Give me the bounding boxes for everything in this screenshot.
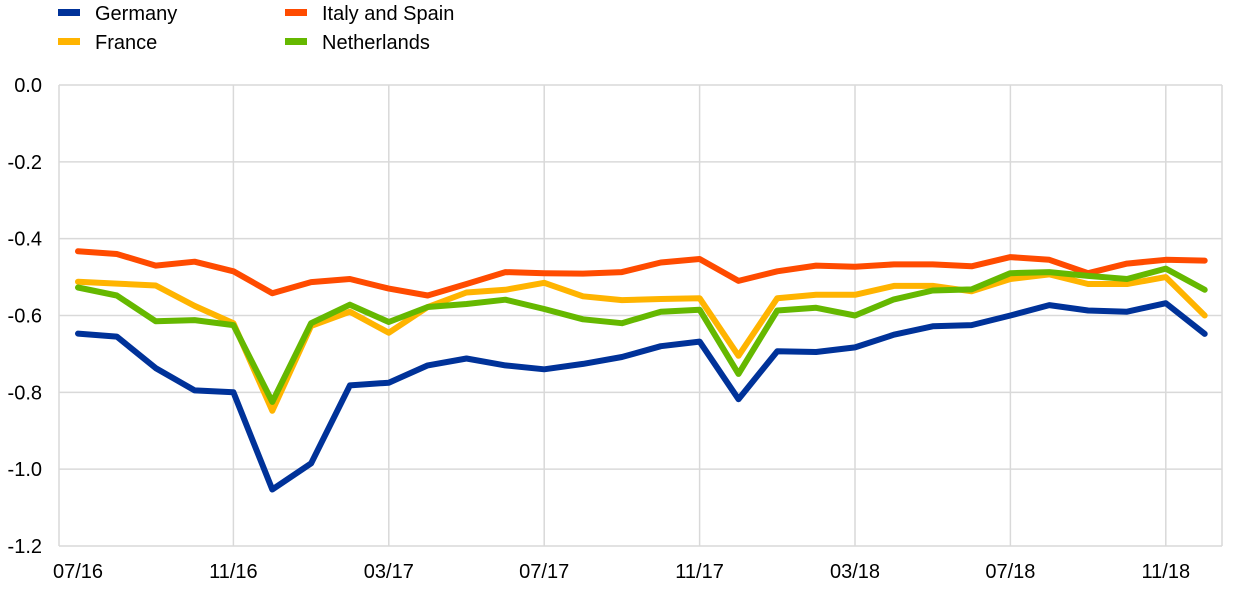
legend-swatch — [285, 38, 307, 45]
legend-label: Netherlands — [322, 32, 430, 54]
y-tick-label: -0.2 — [8, 152, 42, 174]
legend: Germany France Italy and Spain Netherlands — [58, 3, 454, 54]
x-tick-label: 07/17 — [519, 561, 569, 583]
series-lines — [75, 248, 1208, 493]
y-tick-label: 0.0 — [14, 75, 42, 97]
y-tick-label: -0.6 — [8, 306, 42, 328]
x-tick-label: 11/16 — [209, 561, 258, 583]
legend-swatch — [285, 9, 307, 16]
x-tick-label: 11/17 — [675, 561, 724, 583]
series-line-netherlands — [75, 265, 1208, 405]
y-tick-label: -1.2 — [8, 536, 42, 558]
legend-label: France — [95, 32, 157, 54]
x-tick-label: 07/18 — [985, 561, 1035, 583]
axes: 0.0 -0.2 -0.4 -0.6 -0.8 -1.0 -1.2 07/16 11/16 03/… — [8, 75, 1191, 583]
legend-swatch — [58, 38, 80, 45]
series-line-france — [75, 271, 1208, 414]
legend-swatch — [58, 9, 80, 16]
y-tick-label: -0.8 — [8, 382, 42, 404]
x-tick-label: 03/17 — [364, 561, 414, 583]
x-tick-label: 07/16 — [53, 561, 103, 583]
x-tick-label: 03/18 — [830, 561, 880, 583]
x-tick-label: 11/18 — [1142, 561, 1191, 583]
series-line-italy-and-spain — [75, 248, 1208, 299]
y-tick-label: -0.4 — [8, 229, 42, 251]
series-line-germany — [75, 300, 1208, 493]
legend-label: Germany — [95, 3, 177, 25]
y-tick-label: -1.0 — [8, 459, 42, 481]
legend-label: Italy and Spain — [322, 3, 454, 25]
